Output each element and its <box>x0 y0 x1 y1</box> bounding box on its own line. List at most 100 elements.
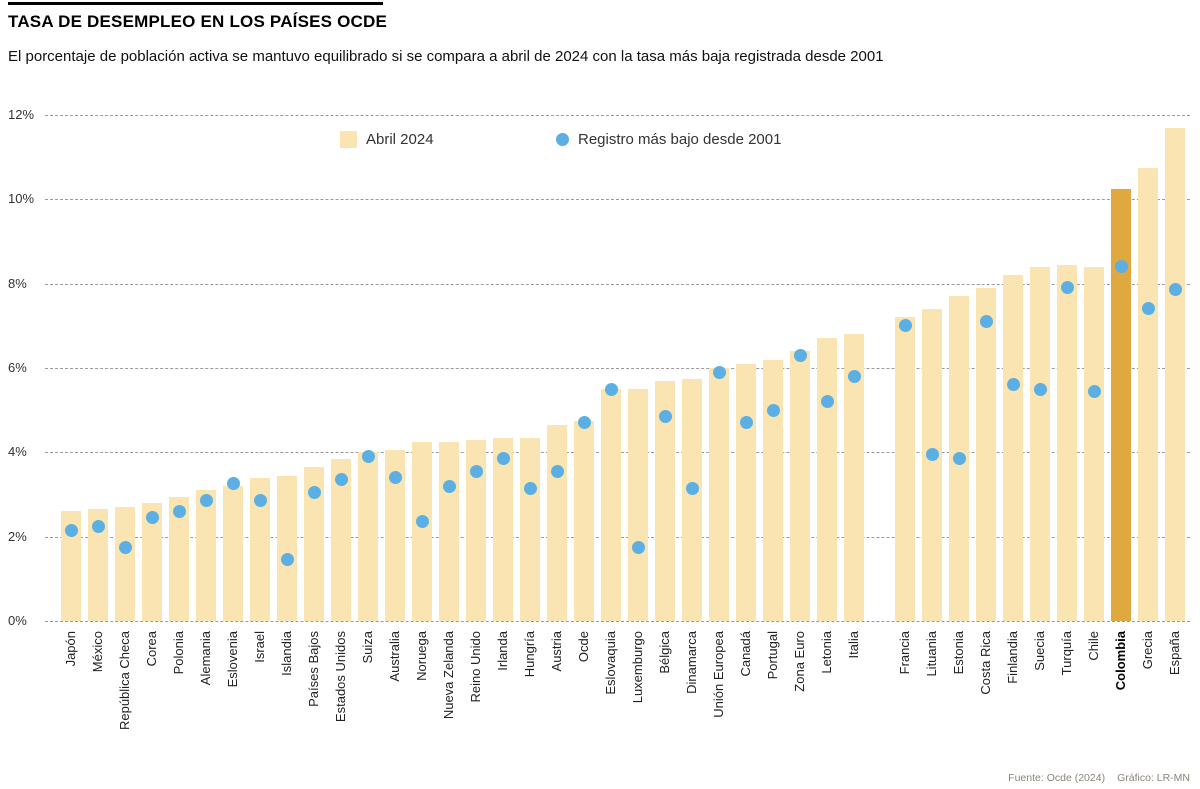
bar-nueva-zelanda <box>439 441 459 621</box>
y-axis-tick-6pct: 6% <box>8 360 27 375</box>
x-axis-label-irlanda: Irlanda <box>495 631 510 671</box>
dot-estonia <box>952 452 966 466</box>
x-axis-label-islandia: Islandia <box>279 631 294 676</box>
title-top-rule <box>8 2 383 5</box>
bar-belgica <box>655 380 675 621</box>
plot-area: 0% 2% 4% 6% 8% 10% 12% Japón México República Che… <box>8 107 1190 730</box>
bar-alemania <box>196 490 216 621</box>
x-axis-label-dinamarca: Dinamarca <box>684 631 699 694</box>
dot-alemania <box>199 494 213 508</box>
bar-finlandia <box>1003 275 1023 621</box>
x-axis-label-australia: Australia <box>387 631 402 682</box>
dot-estados-unidos <box>334 473 348 487</box>
bar-chile <box>1084 266 1104 621</box>
legend-item-abril-2024: Abril 2024 <box>340 131 434 148</box>
x-axis-label-republica-checa: República Checa <box>117 631 132 731</box>
dot-australia <box>388 471 402 485</box>
x-axis-label-letonia: Letonia <box>819 631 834 674</box>
bar-zona-euro <box>790 351 810 621</box>
y-axis-tick-0pct: 0% <box>8 613 27 628</box>
dot-hungria <box>523 481 537 495</box>
dot-zona-euro <box>793 348 807 362</box>
dot-suecia <box>1033 382 1047 396</box>
x-axis-label-polonia: Polonia <box>171 631 186 675</box>
dot-costa-rica <box>979 315 993 329</box>
dot-francia <box>898 319 912 333</box>
dot-austria <box>550 464 564 478</box>
x-axis-label-turquia: Turquía <box>1059 631 1074 676</box>
bar-francia <box>895 317 915 621</box>
x-axis-label-finlandia: Finlandia <box>1005 631 1020 684</box>
bar-color-swatch <box>340 131 357 148</box>
bar-colombia <box>1111 188 1131 621</box>
dot-nueva-zelanda <box>442 479 456 493</box>
dot-japon <box>64 523 78 537</box>
bar-irlanda <box>493 437 513 621</box>
bar-eslovenia <box>223 486 243 621</box>
dot-luxemburgo <box>631 540 645 554</box>
x-axis-label-eslovaquia: Eslovaquia <box>603 631 618 695</box>
legend-bar-label: Abril 2024 <box>366 131 434 148</box>
dot-letonia <box>820 395 834 409</box>
bar-australia <box>385 450 405 621</box>
dot-polonia <box>172 504 186 518</box>
x-axis-label-italia: Italia <box>846 631 861 659</box>
x-axis-label-japon: Japón <box>63 631 78 667</box>
dot-noruega <box>415 515 429 529</box>
bar-espana <box>1165 127 1185 621</box>
dot-union-europea <box>712 365 726 379</box>
bar-eslovaquia <box>601 389 621 621</box>
y-axis-tick-4pct: 4% <box>8 444 27 460</box>
x-axis-label-noruega: Noruega <box>414 631 429 681</box>
bar-corea <box>142 502 162 621</box>
x-axis-label-estonia: Estonia <box>951 631 966 675</box>
dot-corea <box>145 511 159 525</box>
bar-republica-checa <box>115 507 135 621</box>
x-axis-label-mexico: México <box>90 631 105 673</box>
gridline-6pct <box>45 368 1190 369</box>
legend-item-registro-mas-bajo: Registro más bajo desde 2001 <box>556 131 781 148</box>
x-axis-label-paises-bajos: Países Bajos <box>306 631 321 707</box>
bar-suecia <box>1030 266 1050 621</box>
x-axis-label-portugal: Portugal <box>765 631 780 680</box>
x-axis-label-ocde: Ocde <box>576 631 591 663</box>
x-axis-label-nueva-zelanda: Nueva Zelanda <box>441 631 456 720</box>
bar-hungria <box>520 437 540 621</box>
dot-eslovaquia <box>604 382 618 396</box>
x-axis-label-eslovenia: Eslovenia <box>225 631 240 688</box>
credit-text: Gráfico: LR-MN <box>1117 772 1190 784</box>
bar-estados-unidos <box>331 458 351 621</box>
dot-lituania <box>925 447 939 461</box>
bar-grecia <box>1138 167 1158 621</box>
dot-color-swatch <box>556 133 569 146</box>
dot-israel <box>253 494 267 508</box>
bar-austria <box>547 424 567 621</box>
dot-italia <box>847 369 861 383</box>
gridline-12pct <box>45 115 1190 116</box>
footer: Fuente: Ocde (2024) Gráfico: LR-MN <box>1008 772 1190 784</box>
unemployment-chart: Abril 2024 Registro más bajo desde 2001 … <box>0 107 1200 775</box>
bar-italia <box>844 334 864 621</box>
x-axis-label-espana: España <box>1167 631 1182 676</box>
dot-finlandia <box>1006 378 1020 392</box>
dot-belgica <box>658 409 672 423</box>
x-axis-label-francia: Francia <box>897 631 912 675</box>
bar-union-europea <box>709 368 729 621</box>
dot-canada <box>739 416 753 430</box>
x-axis-label-costa-rica: Costa Rica <box>978 631 993 695</box>
bar-dinamarca <box>682 378 702 621</box>
dot-turquia <box>1060 281 1074 295</box>
x-axis-label-suiza: Suiza <box>360 631 375 664</box>
x-axis-label-austria: Austria <box>549 631 564 672</box>
dot-paises-bajos <box>307 485 321 499</box>
bar-luxemburgo <box>628 389 648 621</box>
x-axis-label-colombia: Colombia <box>1113 631 1128 691</box>
bar-polonia <box>169 496 189 621</box>
x-axis-label-israel: Israel <box>252 631 267 663</box>
dot-ocde <box>577 416 591 430</box>
y-axis-tick-8pct: 8% <box>8 275 27 291</box>
bar-israel <box>250 477 270 621</box>
x-axis-label-suecia: Suecia <box>1032 631 1047 671</box>
bar-lituania <box>922 308 942 621</box>
